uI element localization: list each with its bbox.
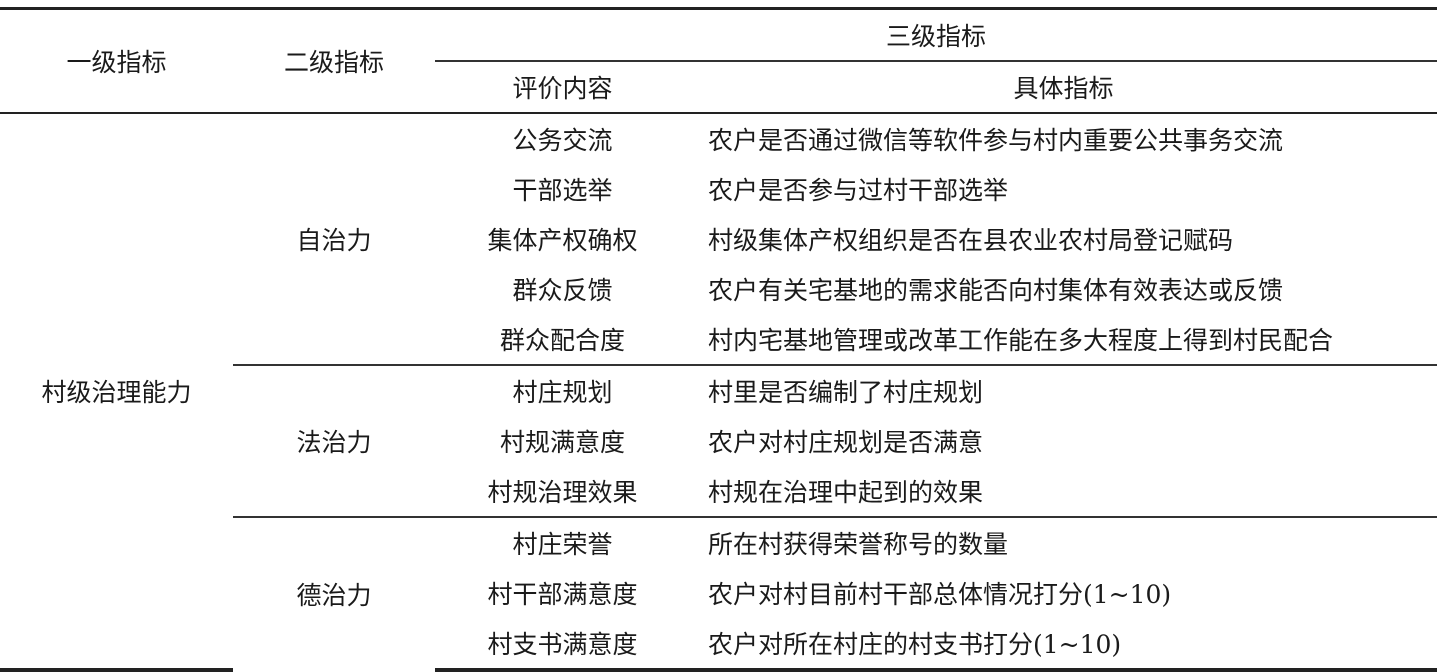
header-level2: 二级指标 xyxy=(233,7,435,114)
specific-indicator-cell: 农户是否通过微信等软件参与村内重要公共事务交流 xyxy=(708,126,1284,155)
specific-indicator-cell: 农户对村庄规划是否满意 xyxy=(708,428,984,457)
specific-indicator-cell: 村规在治理中起到的效果 xyxy=(690,466,1437,518)
eval-content-cell: 群众配合度 xyxy=(435,314,690,366)
level2-cell: 德治力 xyxy=(296,581,372,610)
table-row: 村规治理效果 村规在治理中起到的效果 xyxy=(0,466,1437,518)
specific-indicator-cell: 农户有关宅基地的需求能否向村集体有效表达或反馈 xyxy=(708,276,1284,305)
eval-content-cell: 村干部满意度 xyxy=(487,580,638,609)
eval-content-cell: 公务交流 xyxy=(512,126,613,155)
level2-cell: 自治力 xyxy=(233,113,435,366)
indicator-table: 一级指标 二级指标 三级指标 评价内容 具体指标 村级治理能力 自治力 公务交流 农户… xyxy=(0,7,1437,672)
specific-indicator-cell: 村级集体产权组织是否在县农业农村局登记赋码 xyxy=(708,226,1234,255)
specific-indicator-cell: 所在村获得荣誉称号的数量 xyxy=(708,530,1009,559)
header-eval-content: 评价内容 xyxy=(435,61,690,114)
table-row: 德治力 村庄荣誉 所在村获得荣誉称号的数量 xyxy=(0,517,1437,610)
eval-content-cell: 村庄荣誉 xyxy=(512,530,613,559)
eval-content-cell: 村规满意度 xyxy=(499,428,625,457)
eval-content-cell: 村支书满意度 xyxy=(435,618,690,672)
eval-content-cell: 群众反馈 xyxy=(512,276,613,305)
table-row: 干部选举 农户是否参与过村干部选举 xyxy=(0,164,1437,214)
table-row: 群众配合度 村内宅基地管理或改革工作能在多大程度上得到村民配合 xyxy=(0,314,1437,366)
specific-indicator-cell: 村内宅基地管理或改革工作能在多大程度上得到村民配合 xyxy=(690,314,1437,366)
specific-indicator-cell: 农户是否参与过村干部选举 xyxy=(708,176,1009,205)
eval-content-cell: 干部选举 xyxy=(512,176,613,205)
eval-content-cell: 集体产权确权 xyxy=(487,226,638,255)
table-row: 村干部满意度 农户对村目前村干部总体情况打分(1~10) xyxy=(0,568,1437,618)
level2-cell: 法治力 xyxy=(233,365,435,518)
table-row: 村规满意度 农户对村庄规划是否满意 xyxy=(0,416,1437,466)
table-row: 村级治理能力 自治力 公务交流 农户是否通过微信等软件参与村内重要公共事务交流 xyxy=(0,113,1437,672)
header-specific: 具体指标 xyxy=(690,61,1437,114)
table-row: 集体产权确权 村级集体产权组织是否在县农业农村局登记赋码 xyxy=(0,214,1437,264)
specific-indicator-cell: 村里是否编制了村庄规划 xyxy=(708,378,984,407)
table-row: 群众反馈 农户有关宅基地的需求能否向村集体有效表达或反馈 xyxy=(0,264,1437,314)
table-row: 法治力 村庄规划 村里是否编制了村庄规划 xyxy=(0,365,1437,518)
header-level3: 三级指标 xyxy=(435,7,1437,62)
eval-content-cell: 村庄规划 xyxy=(512,378,613,407)
level1-cell: 村级治理能力 xyxy=(0,113,233,672)
specific-indicator-cell: 农户对村目前村干部总体情况打分(1~10) xyxy=(708,580,1172,609)
eval-content-cell: 村规治理效果 xyxy=(435,466,690,518)
header-level1: 一级指标 xyxy=(0,7,233,114)
specific-indicator-cell: 农户对所在村庄的村支书打分(1~10) xyxy=(690,618,1437,672)
